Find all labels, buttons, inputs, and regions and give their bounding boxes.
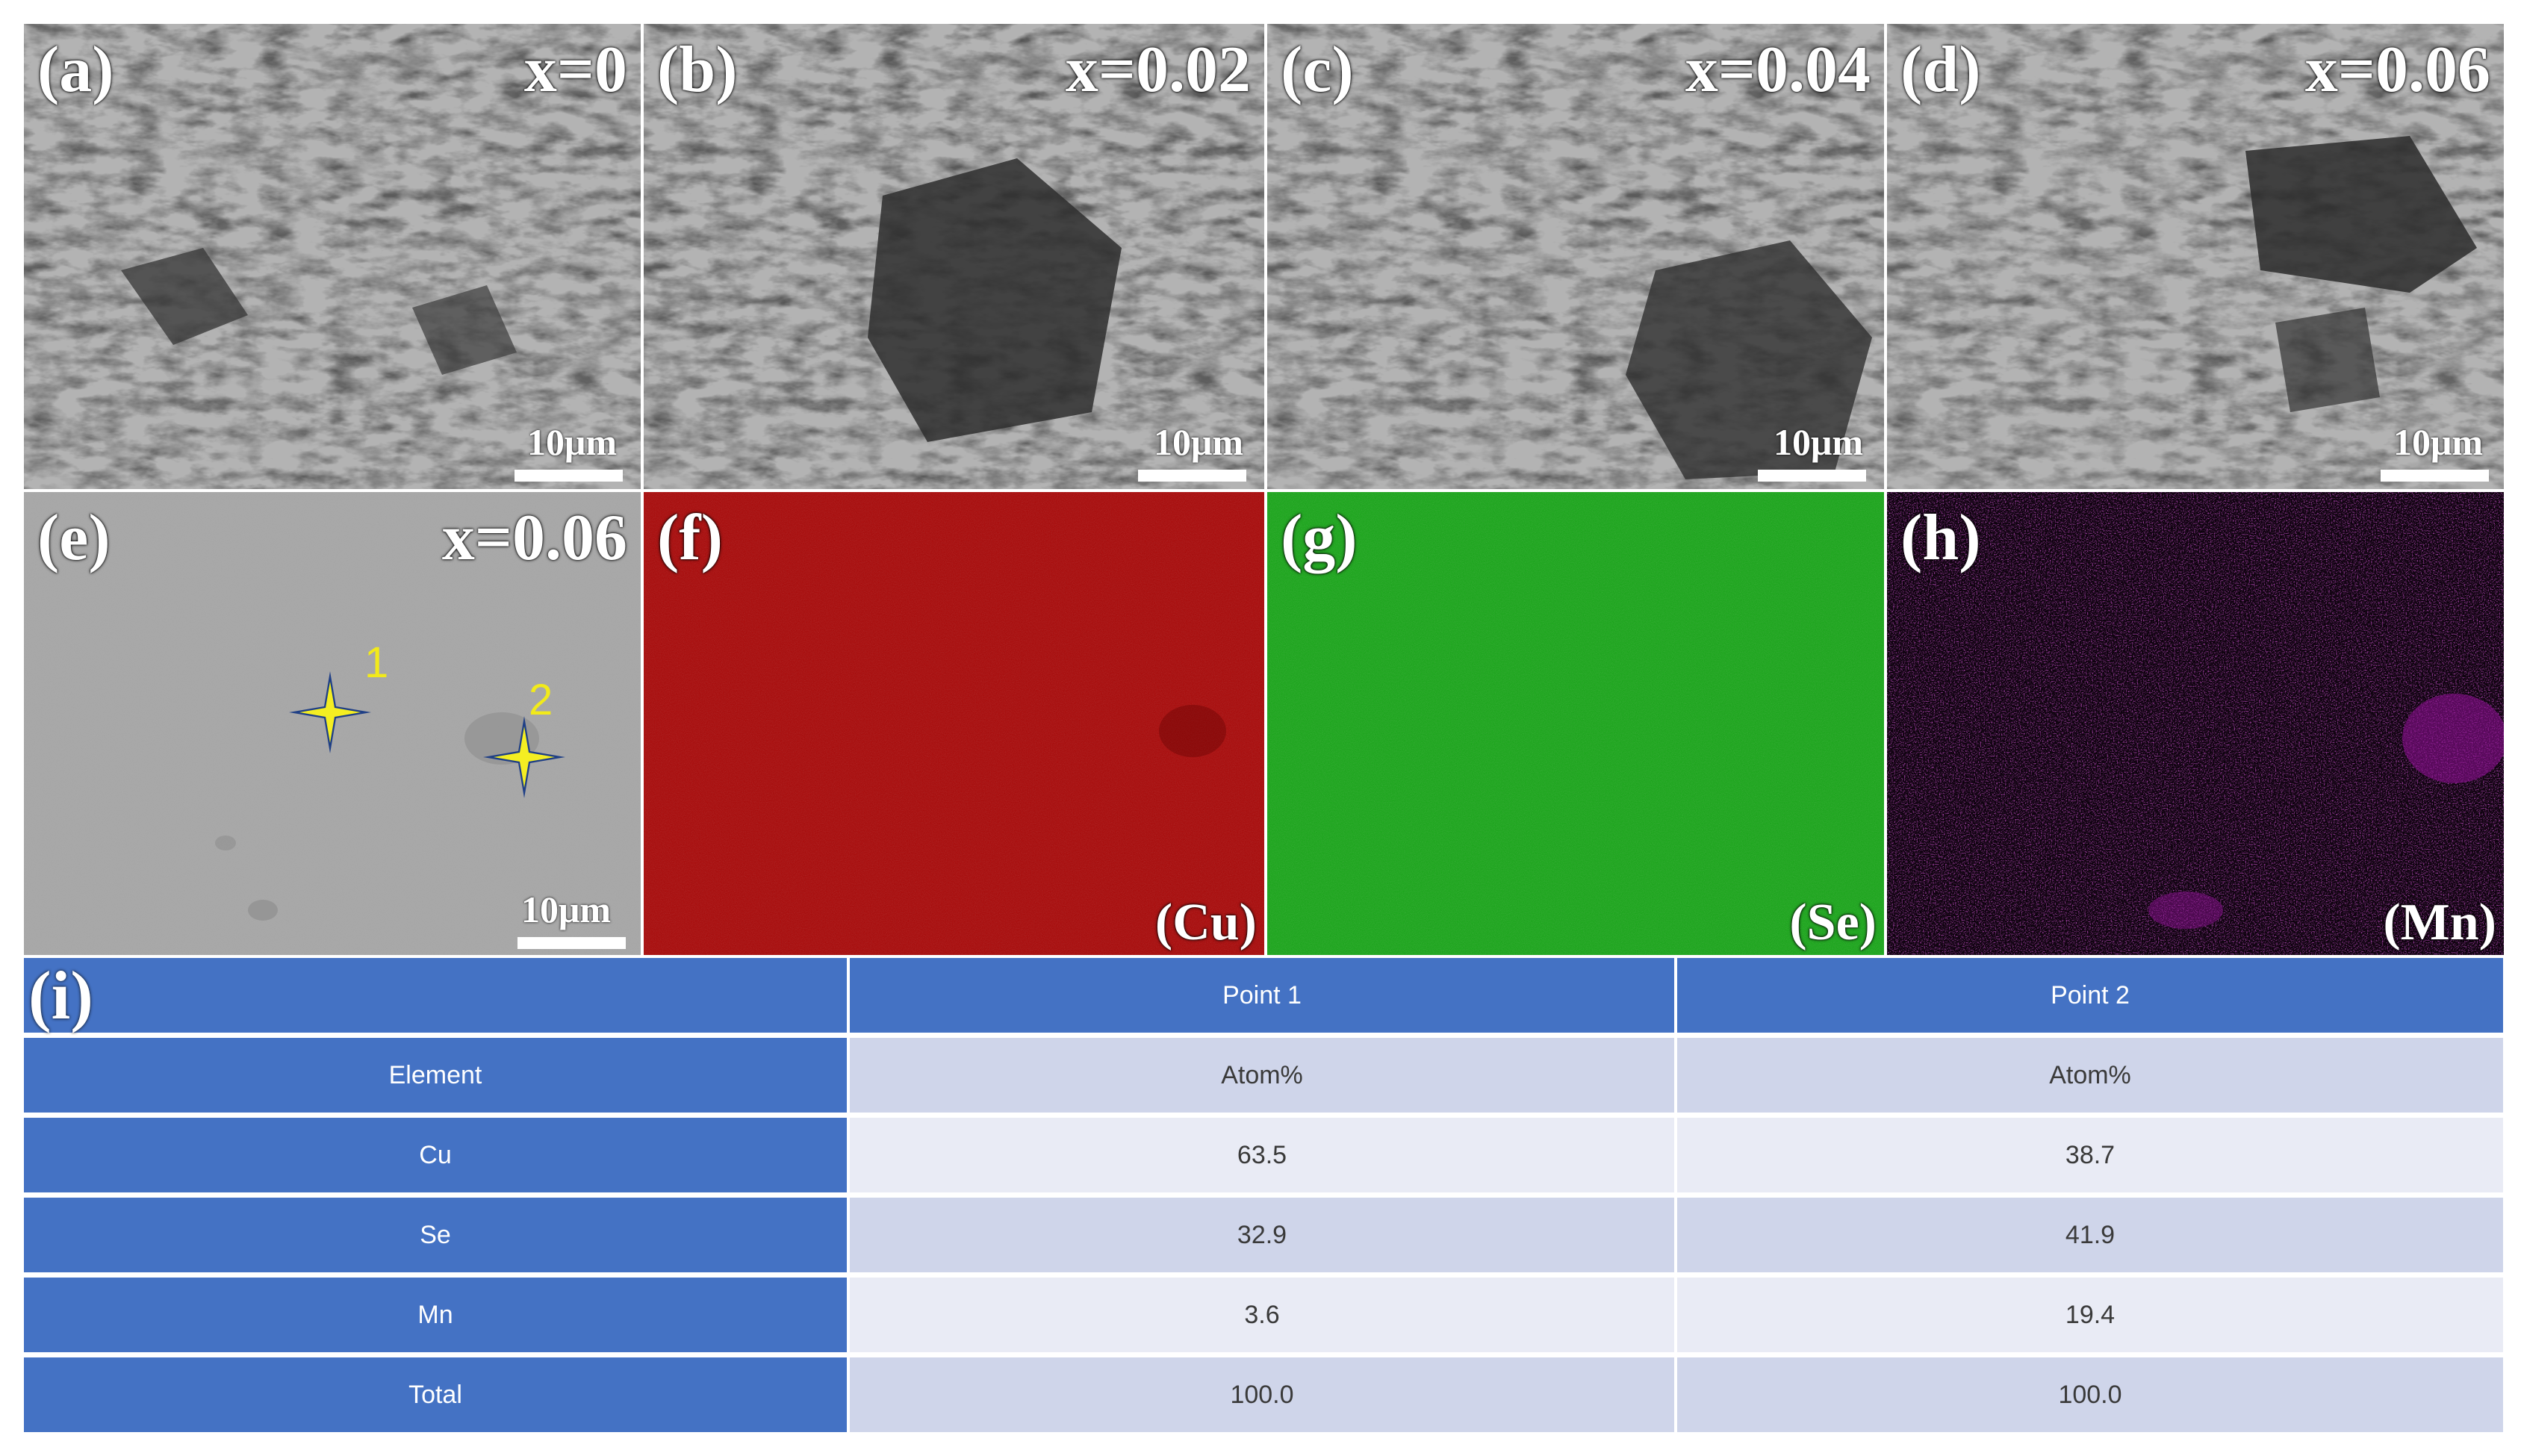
sem-image-d — [1887, 24, 2504, 489]
composition-label-e: x=0.06 — [441, 502, 627, 574]
table-row: Element Atom% Atom% — [24, 1038, 2503, 1113]
mn-map-image — [1887, 492, 2504, 955]
composition-label-b: x=0.02 — [1065, 34, 1251, 106]
table-cell: 19.4 — [1677, 1278, 2503, 1352]
scale-text-e: 10μm — [521, 889, 611, 930]
panel-label-e: (e) — [37, 502, 111, 574]
point-1-number: 1 — [364, 638, 389, 687]
bse-image-e — [24, 492, 641, 955]
table-cell: 63.5 — [850, 1118, 1674, 1192]
scale-bar-d — [2381, 470, 2489, 482]
table-cell: 32.9 — [850, 1198, 1674, 1272]
se-map-image — [1267, 492, 1884, 955]
scale-text-a: 10μm — [527, 421, 617, 463]
sem-image-c — [1267, 24, 1884, 489]
table-cell: 3.6 — [850, 1278, 1674, 1352]
element-label-mn: (Mn) — [2383, 894, 2496, 951]
point-1-marker-icon — [289, 671, 371, 753]
panel-label-i: (i) — [28, 957, 93, 1033]
row-label: Se — [24, 1198, 847, 1272]
table-header-point-2: Point 2 — [1677, 958, 2503, 1033]
cu-map-image — [644, 492, 1264, 955]
table-cell: Atom% — [850, 1038, 1674, 1113]
table-row: Se 32.9 41.9 — [24, 1198, 2503, 1272]
table-cell: 41.9 — [1677, 1198, 2503, 1272]
sem-panel-b: (b) x=0.02 10μm — [644, 24, 1264, 489]
scale-text-d: 10μm — [2393, 421, 2483, 463]
table-cell: 100.0 — [850, 1357, 1674, 1432]
scale-text-b: 10μm — [1154, 421, 1243, 463]
sem-panel-a: (a) x=0 10μm — [24, 24, 641, 489]
sem-image-b — [644, 24, 1264, 489]
composition-label-a: x=0 — [523, 34, 627, 106]
scale-bar-b — [1138, 470, 1246, 482]
panel-label-h: (h) — [1900, 502, 1981, 574]
panel-label-a: (a) — [37, 34, 114, 106]
scale-bar-e — [517, 937, 626, 949]
table-cell: 100.0 — [1677, 1357, 2503, 1432]
element-label-se: (Se) — [1789, 894, 1877, 951]
scale-text-c: 10μm — [1774, 421, 1863, 463]
table-row: Mn 3.6 19.4 — [24, 1278, 2503, 1352]
panel-label-d: (d) — [1900, 34, 1981, 106]
table-row: Cu 63.5 38.7 — [24, 1118, 2503, 1192]
point-2-marker-icon — [483, 716, 565, 798]
eds-map-cu: (f) (Cu) — [644, 492, 1264, 955]
eds-map-mn: (h) (Mn) — [1887, 492, 2504, 955]
table-header-row: (i) Point 1 Point 2 — [24, 958, 2503, 1033]
sem-panel-d: (d) x=0.06 10μm — [1887, 24, 2504, 489]
panel-label-f: (f) — [657, 502, 723, 574]
point-2-number: 2 — [529, 676, 553, 724]
row-label: Mn — [24, 1278, 847, 1352]
sem-panel-c: (c) x=0.04 10μm — [1267, 24, 1884, 489]
table-cell: Atom% — [1677, 1038, 2503, 1113]
composition-label-d: x=0.06 — [2304, 34, 2490, 106]
bse-panel-e: (e) x=0.06 1 2 10μm — [24, 492, 641, 955]
row-label: Cu — [24, 1118, 847, 1192]
table-header-point-1: Point 1 — [850, 958, 1674, 1033]
composition-label-c: x=0.04 — [1685, 34, 1871, 106]
eds-map-se: (g) (Se) — [1267, 492, 1884, 955]
sem-image-a — [24, 24, 641, 489]
row-label: Element — [24, 1038, 847, 1113]
scale-bar-c — [1758, 470, 1866, 482]
panel-label-c: (c) — [1281, 34, 1354, 106]
row-label: Total — [24, 1357, 847, 1432]
table-header-cell-blank: (i) — [24, 958, 847, 1033]
table-row: Total 100.0 100.0 — [24, 1357, 2503, 1432]
panel-label-b: (b) — [657, 34, 738, 106]
table-cell: 38.7 — [1677, 1118, 2503, 1192]
element-label-cu: (Cu) — [1154, 894, 1257, 951]
panel-label-g: (g) — [1281, 502, 1358, 574]
scale-bar-a — [515, 470, 623, 482]
